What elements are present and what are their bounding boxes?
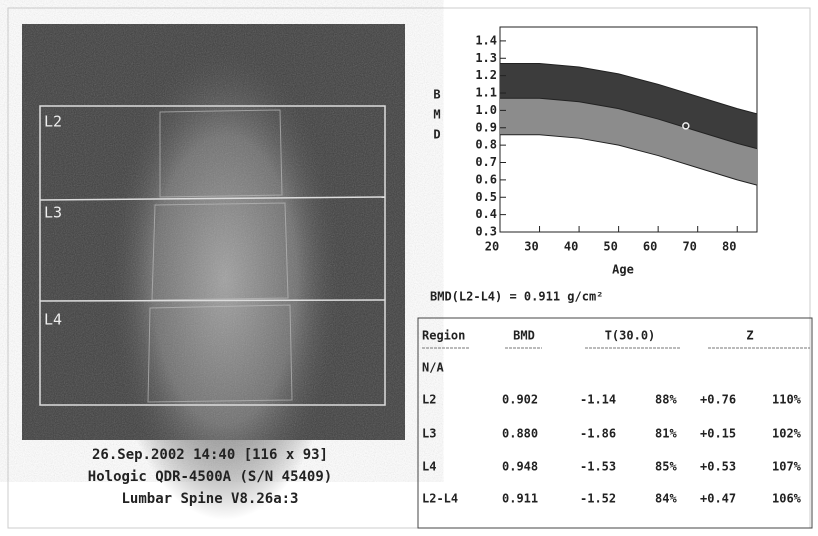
band-fill xyxy=(500,98,757,186)
table-cell: +0.53 xyxy=(700,460,736,474)
y-tick-label: 0.3 xyxy=(475,225,497,239)
table-cell: 0.880 xyxy=(502,427,538,441)
table-cell: -1.53 xyxy=(580,460,616,474)
y-axis-letter: B xyxy=(433,88,440,102)
band-edge xyxy=(500,134,758,186)
x-tick-label: 50 xyxy=(603,240,617,254)
scan-image xyxy=(22,24,405,520)
table-cell: 0.911 xyxy=(502,492,538,506)
table-cell: 102% xyxy=(772,427,802,441)
band-edge xyxy=(500,97,758,150)
x-tick-label: 80 xyxy=(722,240,736,254)
table-cell: 85% xyxy=(655,460,677,474)
region-label: L2 xyxy=(44,113,62,131)
table-cell: -1.52 xyxy=(580,492,616,506)
table-header: Z xyxy=(746,329,753,343)
y-tick-label: 1.4 xyxy=(475,33,497,47)
y-tick-label: 0.6 xyxy=(475,172,497,186)
table-cell: 88% xyxy=(655,393,677,407)
y-tick-label: 1.2 xyxy=(475,68,497,82)
band-edge xyxy=(500,62,758,115)
frame xyxy=(7,7,811,529)
table-header: T(30.0) xyxy=(605,329,656,343)
x-tick-label: 40 xyxy=(564,240,578,254)
region-label: L3 xyxy=(44,204,62,222)
x-axis-label: Age xyxy=(612,263,634,277)
table-header: BMD xyxy=(513,329,535,343)
caption: Lumbar Spine V8.26a:3 xyxy=(121,491,298,507)
summary: BMD(L2-L4) = 0.911 g/cm² xyxy=(430,290,603,304)
table-cell: +0.47 xyxy=(700,492,736,506)
caption: Hologic QDR-4500A (S/N 45409) xyxy=(88,469,332,485)
table-cell: L3 xyxy=(422,427,436,441)
table-cell: L2-L4 xyxy=(422,492,458,506)
table-cell: 81% xyxy=(655,427,677,441)
y-tick-label: 0.5 xyxy=(475,190,497,204)
table-cell: L4 xyxy=(422,460,436,474)
table-cell: 106% xyxy=(772,492,802,506)
table-cell: +0.76 xyxy=(700,393,736,407)
y-tick-label: 1.3 xyxy=(475,51,497,65)
table-cell: +0.15 xyxy=(700,427,736,441)
table-header: Region xyxy=(422,329,465,343)
y-axis-letter: M xyxy=(433,108,440,122)
table-cell: N/A xyxy=(422,361,444,375)
y-tick-label: 0.8 xyxy=(475,138,497,152)
table-cell: -1.14 xyxy=(580,393,616,407)
x-tick-label: 20 xyxy=(485,240,499,254)
table-cell: 84% xyxy=(655,492,677,506)
x-tick-label: 30 xyxy=(524,240,538,254)
y-tick-label: 1.0 xyxy=(475,103,497,117)
y-axis-letter: D xyxy=(433,128,440,142)
table-cell: L2 xyxy=(422,393,436,407)
caption: 26.Sep.2002 14:40 [116 x 93] xyxy=(92,447,328,463)
y-tick-label: 1.1 xyxy=(475,86,497,100)
table-cell: 0.948 xyxy=(502,460,538,474)
y-tick-label: 0.7 xyxy=(475,155,497,169)
y-tick-label: 0.4 xyxy=(475,207,497,221)
table-cell: -1.86 xyxy=(580,427,616,441)
x-tick-label: 70 xyxy=(682,240,696,254)
table-frame xyxy=(417,317,813,529)
table-cell: 107% xyxy=(772,460,802,474)
region-label: L4 xyxy=(44,311,62,329)
band-fill xyxy=(500,63,757,149)
patient-point xyxy=(682,122,690,130)
x-tick-label: 60 xyxy=(643,240,657,254)
table-cell: 110% xyxy=(772,393,802,407)
table-cell: 0.902 xyxy=(502,393,538,407)
y-tick-label: 0.9 xyxy=(475,120,497,134)
